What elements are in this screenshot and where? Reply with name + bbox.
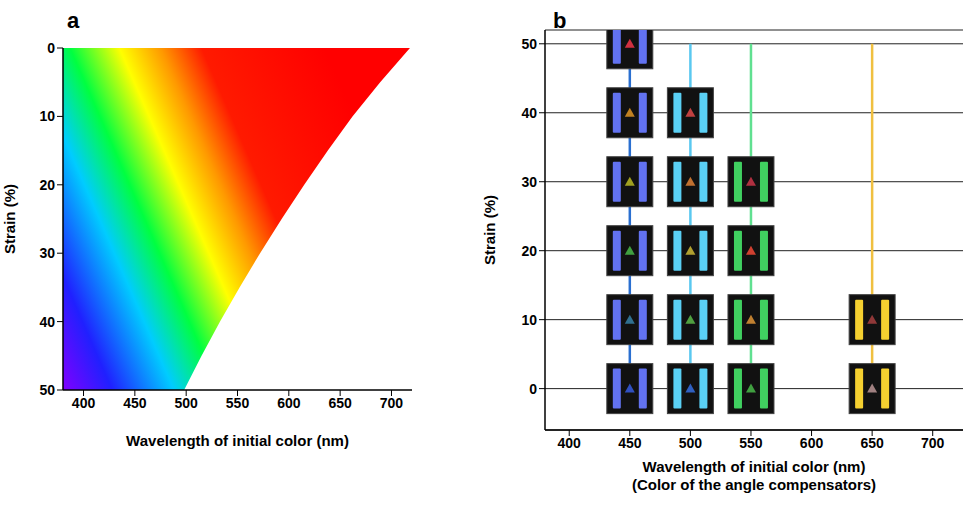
svg-text:700: 700 (921, 435, 945, 451)
svg-text:0: 0 (47, 40, 55, 56)
html-text:Wavelength of initial color (n: Wavelength of initial color (nm) (126, 432, 349, 449)
svg-text:550: 550 (226, 395, 250, 411)
svg-text:40: 40 (39, 314, 55, 330)
svg-text:30: 30 (521, 174, 537, 190)
svg-text:450: 450 (123, 395, 147, 411)
svg-text:50: 50 (39, 382, 55, 398)
svg-text:700: 700 (380, 395, 404, 411)
svg-text:450: 450 (618, 435, 642, 451)
svg-text:50: 50 (521, 36, 537, 52)
svg-text:500: 500 (679, 435, 703, 451)
svg-text:20: 20 (39, 177, 55, 193)
svg-text:600: 600 (277, 395, 301, 411)
svg-text:600: 600 (800, 435, 824, 451)
svg-text:20: 20 (521, 243, 537, 259)
svg-text:400: 400 (72, 395, 96, 411)
html-text:(Color of the angle compensato: (Color of the angle compensators) (631, 476, 877, 493)
svg-text:550: 550 (739, 435, 763, 451)
svg-text:500: 500 (174, 395, 198, 411)
svg-text:0: 0 (529, 381, 537, 397)
svg-text:650: 650 (328, 395, 352, 411)
svg-text:10: 10 (39, 108, 55, 124)
html-text:b: b (553, 8, 567, 33)
svg-text:Strain (%): Strain (%) (1, 184, 18, 254)
svg-text:30: 30 (39, 245, 55, 261)
html-text:Wavelength of initial color (n: Wavelength of initial color (nm) (642, 458, 866, 475)
svg-text:650: 650 (860, 435, 884, 451)
svg-text:10: 10 (521, 312, 537, 328)
svg-text:40: 40 (521, 105, 537, 121)
svg-text:Strain (%): Strain (%) (481, 195, 498, 265)
svg-text:400: 400 (558, 435, 582, 451)
html-text:a: a (67, 8, 80, 33)
